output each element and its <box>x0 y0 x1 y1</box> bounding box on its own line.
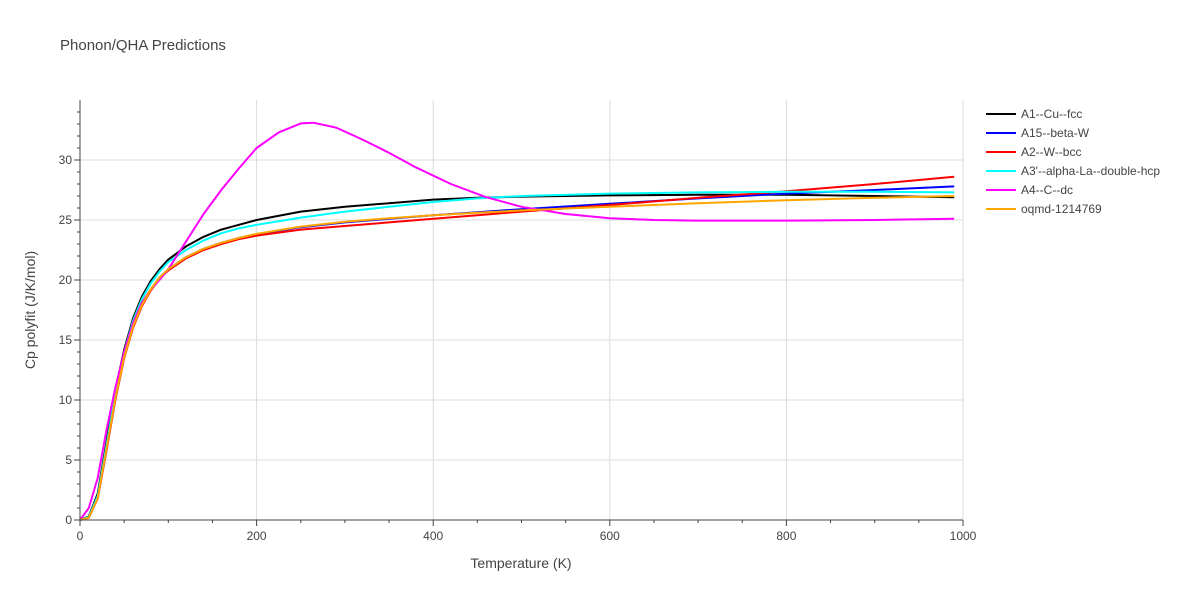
legend-item-2[interactable]: A2--W--bcc <box>986 145 1081 159</box>
x-tick-label: 800 <box>776 529 796 543</box>
grid <box>80 100 964 520</box>
legend-label: A3'--alpha-La--double-hcp <box>1021 164 1160 178</box>
y-tick-label: 0 <box>65 513 72 527</box>
legend-item-3[interactable]: A3'--alpha-La--double-hcp <box>986 164 1160 178</box>
y-tick-label: 30 <box>59 153 73 167</box>
chart-title: Phonon/QHA Predictions <box>60 37 226 54</box>
y-axis-label: Cp polyfit (J/K/mol) <box>22 251 38 369</box>
x-tick-label: 400 <box>423 529 443 543</box>
axes: 0 200 400 600 800 1000 0 5 10 15 20 25 30 <box>59 100 977 543</box>
plot-area[interactable] <box>79 121 955 521</box>
x-axis-label: Temperature (K) <box>470 555 571 571</box>
y-tick-label: 20 <box>59 273 73 287</box>
legend-item-4[interactable]: A4--C--dc <box>986 183 1073 197</box>
legend-item-0[interactable]: A1--Cu--fcc <box>986 107 1082 121</box>
legend-label: A2--W--bcc <box>1021 145 1081 159</box>
x-tick-label: 0 <box>77 529 84 543</box>
legend-label: A4--C--dc <box>1021 183 1073 197</box>
x-tick-label: 200 <box>247 529 267 543</box>
x-tick-label: 1000 <box>950 529 977 543</box>
legend-label: A15--beta-W <box>1021 126 1090 140</box>
series-line-2[interactable] <box>79 175 955 521</box>
legend-item-5[interactable]: oqmd-1214769 <box>986 202 1102 216</box>
y-tick-label: 5 <box>65 453 72 467</box>
legend-label: oqmd-1214769 <box>1021 202 1102 216</box>
y-tick-label: 25 <box>59 213 73 227</box>
legend-label: A1--Cu--fcc <box>1021 107 1082 121</box>
series-line-5[interactable] <box>79 195 955 521</box>
y-tick-label: 10 <box>59 393 73 407</box>
series-line-4[interactable] <box>79 121 955 521</box>
series-line-3[interactable] <box>79 190 955 521</box>
y-tick-label: 15 <box>59 333 73 347</box>
legend[interactable]: A1--Cu--fcc A15--beta-W A2--W--bcc A3'--alp… <box>986 107 1160 216</box>
legend-item-1[interactable]: A15--beta-W <box>986 126 1090 140</box>
x-tick-label: 600 <box>600 529 620 543</box>
series-line-0[interactable] <box>79 193 955 521</box>
